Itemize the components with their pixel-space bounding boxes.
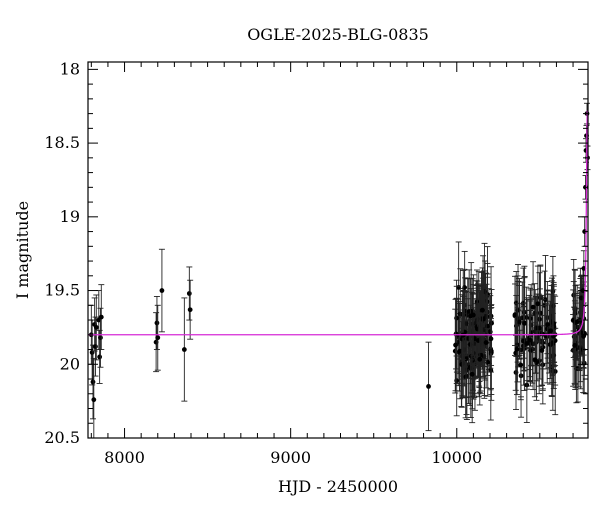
data-point: [547, 293, 554, 369]
y-tick-label: 20.5: [44, 428, 80, 447]
data-marker: [527, 337, 533, 343]
data-marker: [514, 346, 520, 352]
data-point: [154, 304, 161, 371]
data-marker: [548, 328, 554, 334]
data-marker: [93, 325, 99, 330]
data-point: [514, 307, 521, 383]
data-point: [479, 267, 486, 353]
data-point: [544, 290, 551, 359]
data-marker: [453, 331, 459, 337]
data-marker: [516, 319, 522, 325]
data-marker: [468, 313, 473, 319]
data-marker: [97, 354, 103, 360]
data-point: [468, 262, 475, 361]
data-marker: [469, 371, 475, 377]
data-marker: [468, 308, 474, 314]
data-marker: [578, 295, 584, 301]
y-tick-label: 18: [60, 59, 80, 78]
data-marker: [515, 342, 520, 348]
plot-frame: [87, 61, 589, 439]
data-marker: [93, 344, 98, 349]
data-point: [571, 307, 578, 384]
data-marker: [90, 379, 96, 385]
y-tick-label: 19.5: [44, 281, 80, 300]
data-marker: [454, 315, 459, 321]
model-curve: [88, 110, 589, 336]
ticks-layer: [88, 62, 588, 439]
data-marker: [480, 307, 485, 313]
data-point: [534, 265, 541, 342]
data-marker: [98, 335, 103, 341]
data-point: [517, 329, 524, 401]
data-marker: [91, 397, 97, 403]
data-marker: [524, 341, 530, 346]
data-marker: [518, 362, 524, 368]
y-tick-labels: 18 18.5 19 19.5 20 20.5: [44, 59, 80, 447]
data-marker: [187, 307, 193, 313]
data-marker: [478, 352, 484, 358]
y-tick-label: 20: [60, 354, 80, 373]
data-point: [483, 296, 490, 389]
data-point: [181, 297, 188, 402]
chart-title: OGLE-2025-BLG-0835: [247, 25, 429, 44]
data-point: [516, 285, 523, 359]
data-marker: [545, 322, 551, 327]
data-marker: [159, 288, 165, 293]
model-layer: [88, 110, 589, 336]
x-axis-label: HJD - 2450000: [278, 477, 398, 496]
data-point: [186, 266, 193, 321]
y-axis-label: I magnitude: [13, 201, 32, 299]
y-tick-label: 18.5: [44, 133, 80, 152]
x-tick-label: 8000: [104, 448, 145, 467]
data-point: [513, 303, 520, 396]
data-point: [93, 294, 100, 361]
data-marker: [464, 321, 469, 326]
data-marker: [426, 383, 431, 389]
data-marker: [523, 315, 529, 320]
x-tick-labels: 8000 9000 10000: [104, 448, 482, 467]
data-marker: [530, 304, 536, 310]
data-marker: [483, 340, 489, 345]
data-marker: [573, 320, 578, 325]
data-point: [425, 341, 432, 432]
data-point: [527, 310, 534, 371]
data-point: [484, 328, 491, 397]
data-marker: [98, 314, 104, 320]
data-marker: [477, 356, 483, 362]
data-marker: [532, 357, 538, 363]
data-point: [459, 294, 466, 384]
data-point: [487, 305, 494, 373]
data-point: [530, 261, 537, 354]
data-layer: [88, 102, 591, 439]
data-marker: [535, 301, 541, 307]
data-point: [521, 276, 528, 371]
data-marker: [539, 348, 545, 353]
data-point: [523, 297, 530, 390]
data-marker: [522, 320, 528, 326]
data-marker: [154, 320, 160, 326]
data-marker: [512, 312, 518, 318]
data-marker: [181, 347, 187, 352]
data-point: [187, 279, 194, 340]
data-point: [158, 248, 165, 333]
y-tick-label: 19: [60, 207, 80, 226]
data-marker: [572, 343, 578, 348]
x-tick-label: 9000: [270, 448, 311, 467]
data-marker: [155, 335, 161, 341]
x-tick-label: 10000: [431, 448, 482, 467]
data-marker: [485, 359, 491, 365]
data-marker: [186, 291, 192, 296]
data-point: [452, 298, 459, 392]
data-point: [467, 277, 474, 355]
data-point: [98, 284, 105, 350]
data-point: [476, 313, 483, 406]
data-point: [538, 314, 545, 387]
data-marker: [453, 342, 458, 348]
data-marker: [488, 336, 494, 342]
